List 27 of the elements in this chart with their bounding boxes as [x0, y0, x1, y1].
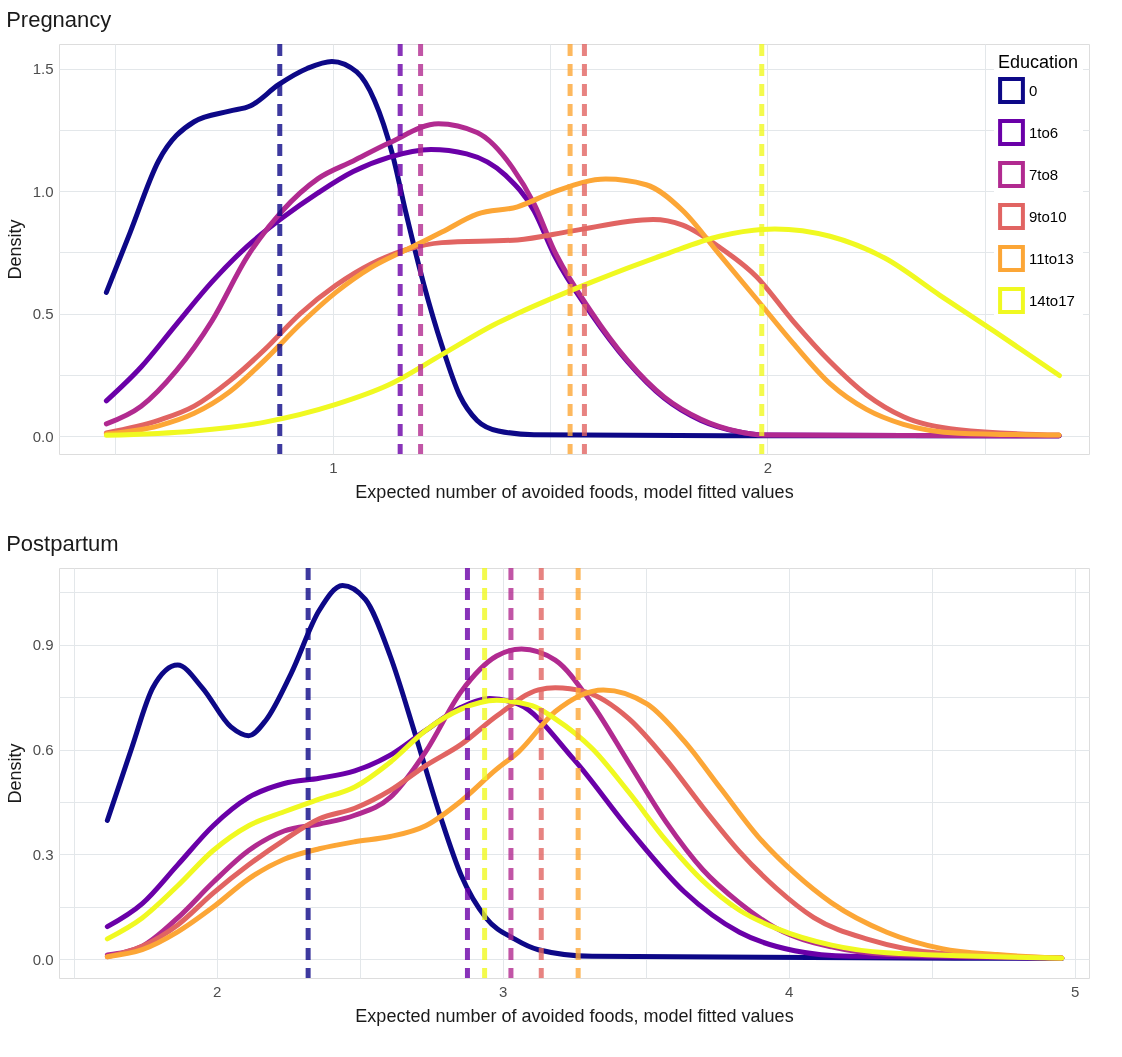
chart-title: Postpartum — [6, 530, 119, 556]
x-tick-label: 5 — [1071, 982, 1080, 1000]
legend-label: 14to17 — [1029, 291, 1075, 309]
x-tick-label: 3 — [498, 982, 508, 1000]
y-tick-label: 1.5 — [32, 60, 54, 78]
y-tick-label: 0.9 — [32, 636, 54, 654]
x-axis-title: Expected number of avoided foods, model fitted values — [355, 481, 794, 502]
x-tick-label: 2 — [212, 982, 222, 1000]
y-tick-label: 0.6 — [32, 741, 54, 759]
y-tick-label: 0.0 — [32, 950, 54, 968]
x-tick-label: 4 — [784, 982, 794, 1000]
y-tick-label: 0.0 — [32, 427, 54, 445]
legend-title: Education — [998, 52, 1079, 72]
y-axis-title: Density — [4, 743, 25, 804]
x-tick-label: 2 — [763, 458, 773, 476]
legend-label: 11to13 — [1029, 249, 1074, 267]
chart-title: Pregnancy — [6, 6, 112, 32]
x-axis-title: Expected number of avoided foods, model fitted values — [355, 1005, 794, 1026]
legend-label: 9to10 — [1029, 207, 1067, 225]
y-tick-label: 0.3 — [32, 845, 54, 863]
legend-label: 7to8 — [1029, 165, 1059, 183]
x-tick-label: 1 — [329, 458, 338, 476]
y-tick-label: 1.0 — [32, 182, 54, 200]
legend-label: 0 — [1029, 81, 1038, 99]
legend-label: 1to6 — [1029, 123, 1059, 141]
y-tick-label: 0.5 — [32, 305, 54, 323]
y-axis-title: Density — [4, 219, 25, 280]
